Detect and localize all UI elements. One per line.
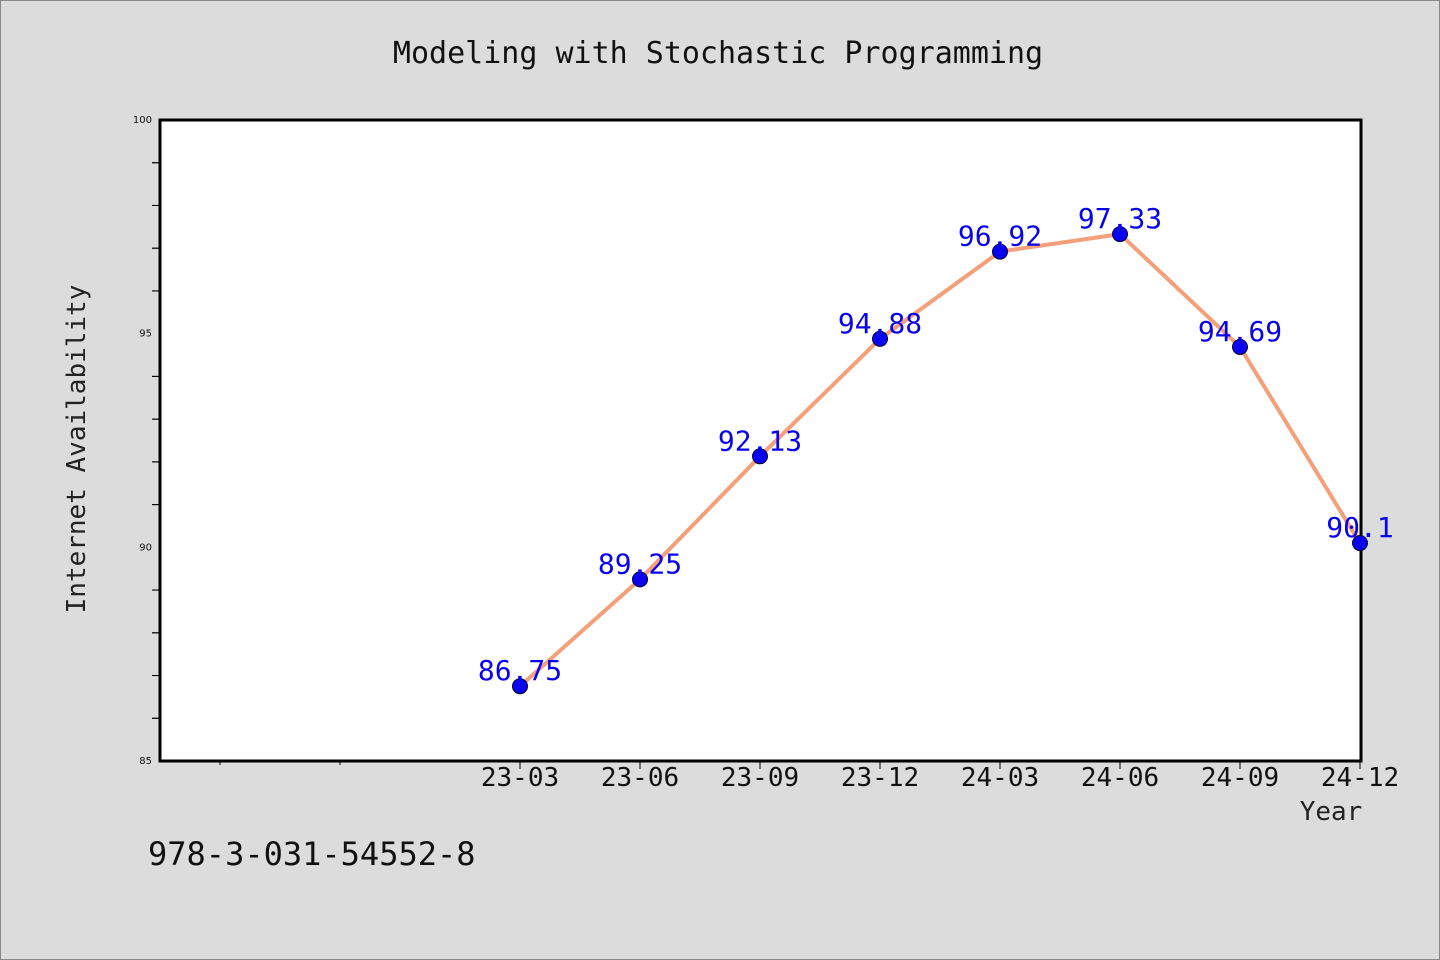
data-point (872, 330, 888, 347)
data-point (1112, 226, 1128, 243)
data-point (1352, 535, 1368, 552)
x-tick-label: 23-03 (481, 763, 559, 793)
x-tick-label: 24-06 (1081, 763, 1159, 793)
data-point (632, 571, 648, 588)
series-line (518, 232, 1362, 688)
isbn-text: 978-3-031-54552-8 (148, 835, 476, 873)
data-point (752, 448, 768, 465)
data-label: 90.1 (1326, 511, 1393, 544)
plot-area (158, 118, 1363, 763)
x-tick-label: 23-06 (601, 763, 679, 793)
x-tick-label: 23-09 (721, 763, 799, 793)
data-labels: 86.75 89.25 92.13 94.88 96.92 97.33 94.69 90.1 (478, 202, 1394, 687)
x-axis-label: Year (1300, 797, 1363, 827)
data-point (992, 243, 1008, 260)
chart-title: Modeling with Stochastic Programming (393, 36, 1043, 71)
x-tick-label: 23-12 (841, 763, 919, 793)
series (512, 226, 1368, 695)
data-label: 86.75 (478, 654, 562, 687)
x-axis: 23-03 23-06 23-09 23-12 24-03 24-06 24-09 24-12 (219, 761, 1399, 793)
x-tick-label: 24-12 (1321, 763, 1399, 793)
y-tick-label: 90 (139, 542, 152, 553)
y-axis-label: Internet Availability (62, 285, 92, 614)
x-tick-label: 24-09 (1201, 763, 1279, 793)
data-label: 94.88 (838, 307, 922, 340)
data-point (512, 678, 528, 695)
data-label: 89.25 (598, 547, 682, 580)
y-tick-label: 95 (139, 329, 152, 340)
y-tick-label: 100 (133, 115, 152, 126)
y-axis: 85 90 95 100 (133, 115, 160, 767)
y-tick-label: 85 (139, 756, 152, 767)
data-label: 97.33 (1078, 202, 1162, 235)
x-tick-label: 24-03 (961, 763, 1039, 793)
data-label: 96.92 (958, 220, 1042, 253)
data-label: 92.13 (718, 424, 802, 457)
data-point (1232, 338, 1248, 355)
data-label: 94.69 (1198, 315, 1282, 348)
